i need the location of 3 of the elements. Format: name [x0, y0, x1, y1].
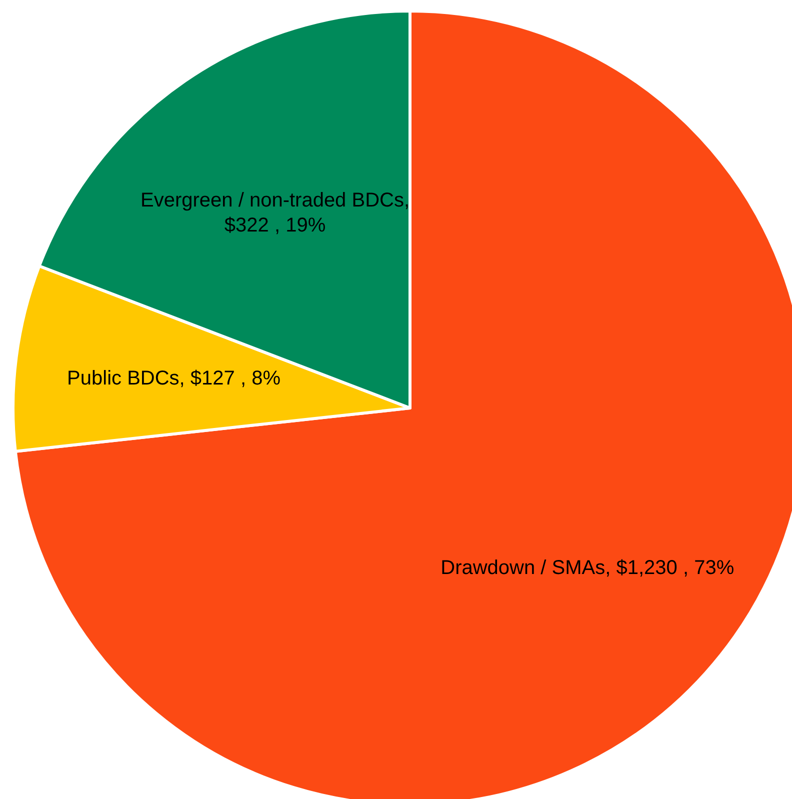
- slice-label: Public BDCs, $127 , 8%: [67, 368, 281, 390]
- slice-label: Drawdown / SMAs, $1,230 , 73%: [440, 556, 734, 579]
- slice-label: Evergreen / non-traded BDCs, $322 , 19%: [140, 189, 410, 236]
